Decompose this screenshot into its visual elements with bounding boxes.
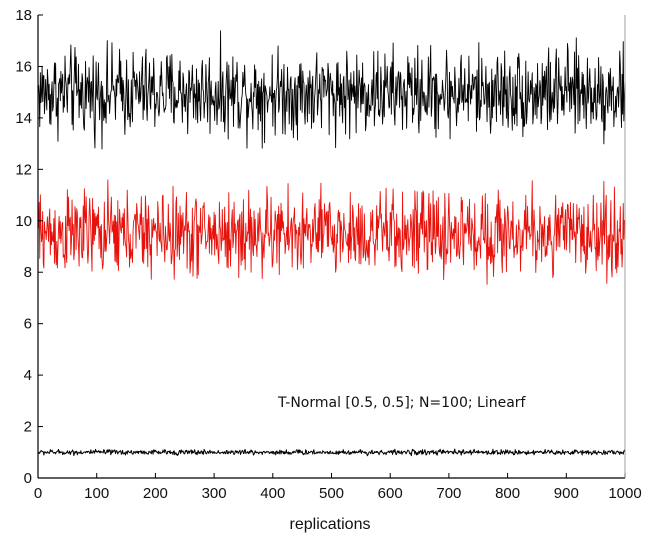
x-tick-label: 600 xyxy=(378,485,403,502)
x-tick-label: 200 xyxy=(143,485,168,502)
y-tick-label: 6 xyxy=(24,316,32,333)
x-tick-label: 100 xyxy=(84,485,109,502)
x-tick-label: 800 xyxy=(495,485,520,502)
x-tick-label: 500 xyxy=(319,485,344,502)
x-tick-label: 300 xyxy=(202,485,227,502)
y-tick-label: 16 xyxy=(15,58,32,75)
x-axis-ticks: 0 100 200 300 400 500 600 700 800 900 1000 xyxy=(34,473,642,502)
series-line-2 xyxy=(38,179,626,285)
x-tick-label: 900 xyxy=(554,485,579,502)
x-axis-title: replications xyxy=(290,516,371,533)
y-tick-label: 2 xyxy=(24,419,32,436)
y-tick-label: 4 xyxy=(24,367,32,384)
series-line-3 xyxy=(38,448,626,457)
y-axis-ticks: 0 2 4 6 8 10 12 14 16 18 xyxy=(15,7,43,487)
x-tick-label: 400 xyxy=(260,485,285,502)
y-tick-label: 18 xyxy=(15,7,32,24)
plot-series xyxy=(38,30,626,457)
x-tick-label: 1000 xyxy=(608,485,641,502)
y-tick-label: 8 xyxy=(24,264,32,281)
chart-annotation: T-Normal [0.5, 0.5]; N=100; Linearf xyxy=(277,395,527,411)
y-tick-label: 10 xyxy=(15,213,32,230)
x-tick-label: 700 xyxy=(436,485,461,502)
series-line-1 xyxy=(38,30,626,150)
y-tick-label: 12 xyxy=(15,161,32,178)
y-tick-label: 0 xyxy=(24,470,32,487)
x-tick-label: 0 xyxy=(34,485,42,502)
y-tick-label: 14 xyxy=(15,110,32,127)
